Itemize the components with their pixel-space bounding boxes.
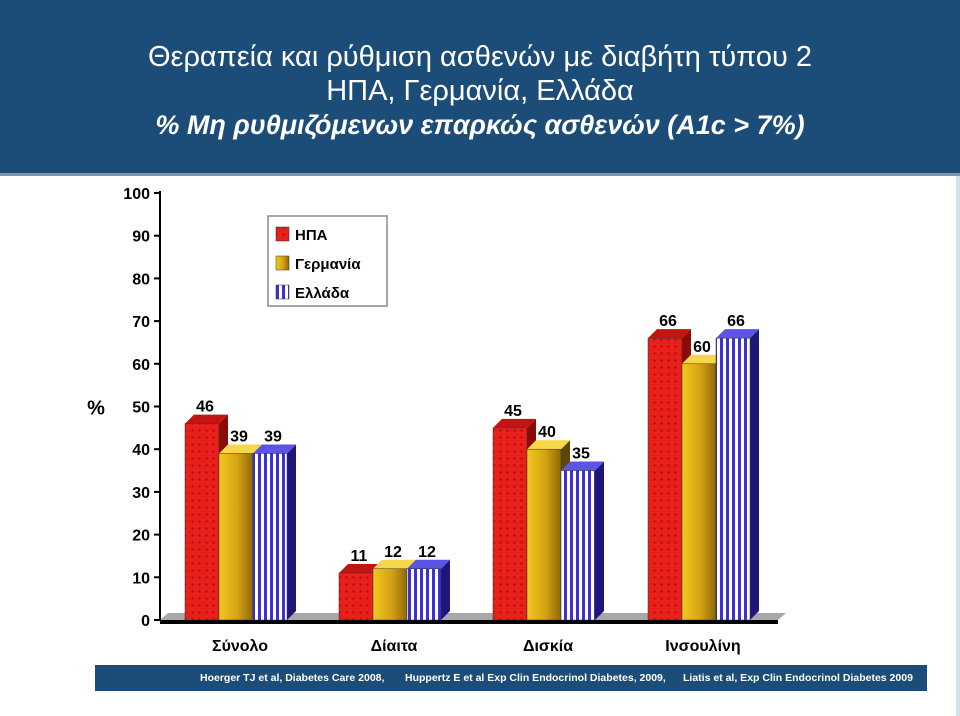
y-tick-label: 30: [132, 485, 150, 502]
legend-swatch: [275, 284, 290, 300]
legend-swatch: [275, 226, 290, 242]
data-label: 46: [196, 399, 214, 416]
decorative-strip: [956, 176, 960, 716]
data-label: 66: [659, 313, 677, 330]
reference-3: Liatis et al, Exp Clin Endocrinol Diabet…: [683, 672, 913, 684]
data-label: 66: [727, 313, 745, 330]
legend-swatch: [275, 255, 290, 271]
y-tick-label: 80: [132, 271, 150, 288]
chart-floor: [160, 613, 786, 620]
data-label: 40: [538, 424, 556, 441]
data-label: 39: [230, 428, 248, 445]
bar: [406, 568, 442, 621]
x-axis-line: [160, 620, 778, 624]
data-label: 12: [384, 544, 402, 561]
reference-1: Hoerger TJ et al, Diabetes Care 2008,: [200, 672, 385, 684]
bar-top: [493, 418, 536, 428]
y-tick-label: 50: [132, 400, 150, 417]
bar-top: [219, 444, 262, 454]
references-bar: Hoerger TJ et al, Diabetes Care 2008, Hu…: [95, 665, 927, 691]
bar: [218, 453, 254, 621]
bar: [560, 470, 596, 621]
legend-label: Γερμανία: [295, 256, 361, 273]
legend-label: ΗΠΑ: [295, 227, 328, 244]
bar: [526, 448, 562, 621]
y-tick-label: 90: [132, 229, 150, 246]
data-label: 12: [418, 544, 436, 561]
bar: [184, 423, 220, 621]
y-tick-label: 20: [132, 528, 150, 545]
bar-top: [648, 329, 691, 339]
data-label: 60: [693, 339, 711, 356]
bar: [681, 363, 717, 621]
bar: [372, 568, 408, 621]
bar-top: [339, 564, 382, 574]
bar: [647, 337, 683, 621]
bar-top: [561, 461, 604, 471]
category-label: Δισκία: [523, 638, 573, 655]
y-tick-label: 40: [132, 442, 150, 459]
bar: [492, 427, 528, 621]
title-line-2: ΗΠΑ, Γερμανία, Ελλάδα: [326, 75, 634, 107]
data-label: 11: [351, 548, 368, 565]
data-label: 35: [572, 446, 590, 463]
bar-top: [527, 440, 570, 450]
bar-top: [185, 414, 228, 424]
y-axis-label: %: [87, 398, 105, 420]
title-banner: Θεραπεία και ρύθμιση ασθενών με διαβήτη …: [0, 0, 960, 176]
bar: [338, 572, 374, 621]
bar: [715, 337, 751, 621]
y-tick-label: 60: [132, 357, 150, 374]
reference-2: Huppertz E et al Exp Clin Endocrinol Dia…: [405, 672, 666, 684]
bar-top: [716, 329, 759, 339]
bar-side: [441, 559, 450, 620]
bar: [252, 453, 288, 621]
bar-side: [287, 444, 296, 620]
bar-top: [373, 559, 416, 569]
bar-top: [253, 444, 296, 454]
bar-side: [595, 461, 604, 620]
y-tick-label: 70: [132, 314, 150, 331]
data-label: 45: [504, 403, 522, 420]
y-tick-label: 0: [141, 613, 150, 630]
bar-side: [750, 329, 759, 620]
y-tick-label: 100: [123, 186, 150, 203]
bar-top: [407, 559, 450, 569]
title-line-3: % Μη ρυθμιζόμενων επαρκώς ασθενών (A1c >…: [155, 110, 805, 140]
data-label: 39: [264, 428, 282, 445]
category-label: Ινσουλίνη: [665, 638, 740, 655]
category-label: Σύνολο: [212, 638, 268, 655]
title-line-1: Θεραπεία και ρύθμιση ασθενών με διαβήτη …: [147, 41, 813, 73]
legend-label: Ελλάδα: [295, 285, 350, 302]
bar-top: [682, 354, 725, 364]
y-tick-label: 10: [132, 570, 150, 587]
category-label: Δίαιτα: [371, 638, 418, 655]
